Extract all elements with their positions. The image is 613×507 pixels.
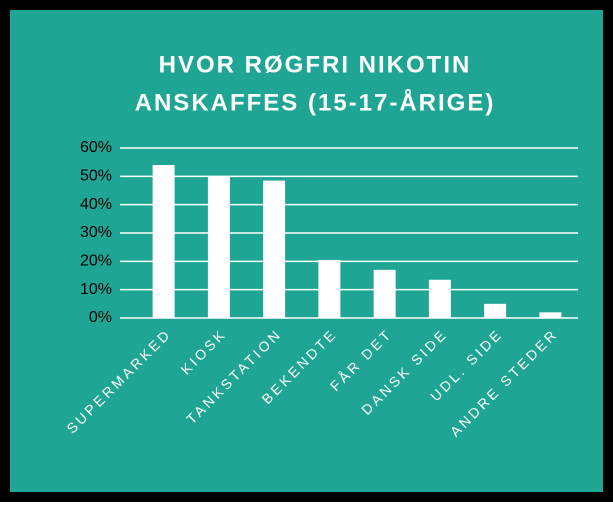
y-tick-label: 60% (80, 139, 112, 156)
bar (152, 165, 175, 318)
bar (539, 312, 562, 318)
bar (428, 279, 451, 318)
y-tick-label: 10% (80, 281, 112, 298)
bar (373, 269, 396, 318)
y-tick-label: 0% (89, 309, 112, 326)
chart-title: HVOR RØGFRI NIKOTIN (159, 51, 472, 78)
background (10, 10, 603, 492)
bar (263, 180, 286, 318)
bar (207, 176, 230, 318)
bar (484, 303, 507, 318)
y-tick-label: 20% (80, 253, 112, 270)
bar (318, 259, 341, 318)
y-tick-label: 50% (80, 168, 112, 185)
y-tick-label: 30% (80, 224, 112, 241)
y-tick-label: 40% (80, 196, 112, 213)
chart-title: ANSKAFFES (15-17-ÅRIGE) (135, 88, 496, 116)
